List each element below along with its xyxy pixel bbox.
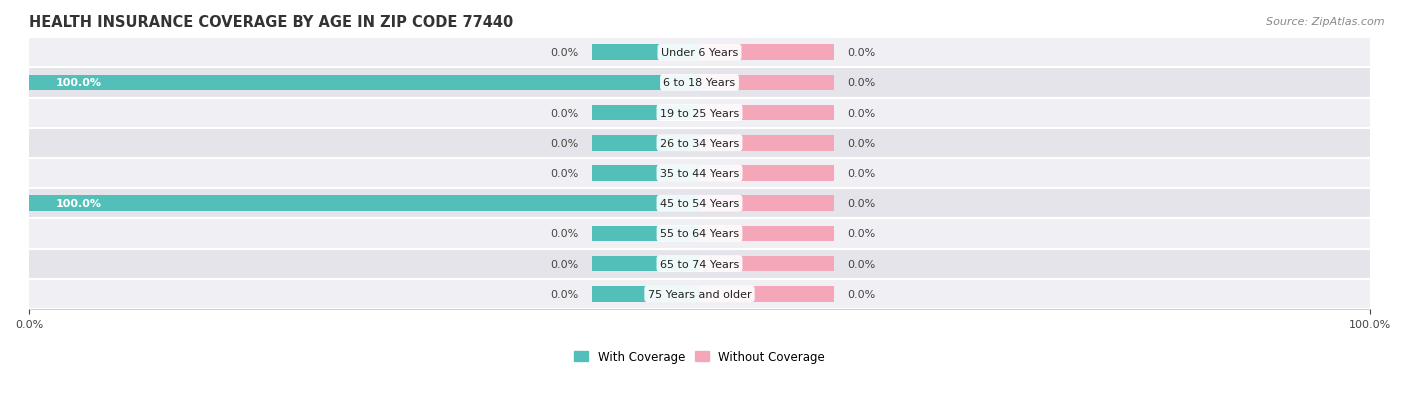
Text: 0.0%: 0.0% xyxy=(551,229,579,239)
Text: 0.0%: 0.0% xyxy=(551,289,579,299)
Bar xyxy=(30,68,1369,98)
Text: 0.0%: 0.0% xyxy=(846,78,875,88)
Text: 0.0%: 0.0% xyxy=(551,138,579,148)
Text: 65 to 74 Years: 65 to 74 Years xyxy=(659,259,740,269)
Bar xyxy=(592,256,700,272)
Bar xyxy=(30,76,700,91)
Text: 0.0%: 0.0% xyxy=(846,48,875,58)
Bar xyxy=(30,159,1369,189)
Bar xyxy=(30,249,1369,279)
Text: 55 to 64 Years: 55 to 64 Years xyxy=(659,229,740,239)
Text: 0.0%: 0.0% xyxy=(846,108,875,119)
Text: 35 to 44 Years: 35 to 44 Years xyxy=(659,169,740,178)
Text: 6 to 18 Years: 6 to 18 Years xyxy=(664,78,735,88)
Text: 0.0%: 0.0% xyxy=(551,169,579,178)
Text: 0.0%: 0.0% xyxy=(846,289,875,299)
Bar xyxy=(592,45,700,61)
Legend: With Coverage, Without Coverage: With Coverage, Without Coverage xyxy=(574,350,825,363)
Bar xyxy=(30,128,1369,159)
Bar xyxy=(592,105,700,121)
Text: Source: ZipAtlas.com: Source: ZipAtlas.com xyxy=(1267,17,1385,26)
Text: HEALTH INSURANCE COVERAGE BY AGE IN ZIP CODE 77440: HEALTH INSURANCE COVERAGE BY AGE IN ZIP … xyxy=(30,15,513,30)
Text: 26 to 34 Years: 26 to 34 Years xyxy=(659,138,740,148)
Text: 0.0%: 0.0% xyxy=(551,108,579,119)
Bar xyxy=(592,135,700,151)
Bar xyxy=(700,226,834,242)
Bar xyxy=(30,189,1369,219)
Bar xyxy=(700,286,834,302)
Text: 0.0%: 0.0% xyxy=(846,259,875,269)
Text: 0.0%: 0.0% xyxy=(846,229,875,239)
Text: 100.0%: 100.0% xyxy=(56,199,103,209)
Bar xyxy=(592,166,700,181)
Text: Under 6 Years: Under 6 Years xyxy=(661,48,738,58)
Text: 0.0%: 0.0% xyxy=(846,138,875,148)
Bar xyxy=(30,196,700,211)
Text: 100.0%: 100.0% xyxy=(56,78,103,88)
Bar xyxy=(700,135,834,151)
Text: 45 to 54 Years: 45 to 54 Years xyxy=(659,199,740,209)
Bar xyxy=(700,105,834,121)
Bar xyxy=(30,98,1369,128)
Text: 75 Years and older: 75 Years and older xyxy=(648,289,751,299)
Bar xyxy=(592,286,700,302)
Bar xyxy=(700,166,834,181)
Text: 19 to 25 Years: 19 to 25 Years xyxy=(659,108,740,119)
Bar xyxy=(700,76,834,91)
Text: 0.0%: 0.0% xyxy=(846,169,875,178)
Bar xyxy=(700,45,834,61)
Bar xyxy=(592,226,700,242)
Bar xyxy=(700,256,834,272)
Bar xyxy=(30,279,1369,309)
Bar xyxy=(700,196,834,211)
Text: 0.0%: 0.0% xyxy=(551,259,579,269)
Text: 0.0%: 0.0% xyxy=(551,48,579,58)
Text: 0.0%: 0.0% xyxy=(846,199,875,209)
Bar xyxy=(30,38,1369,68)
Bar xyxy=(30,219,1369,249)
